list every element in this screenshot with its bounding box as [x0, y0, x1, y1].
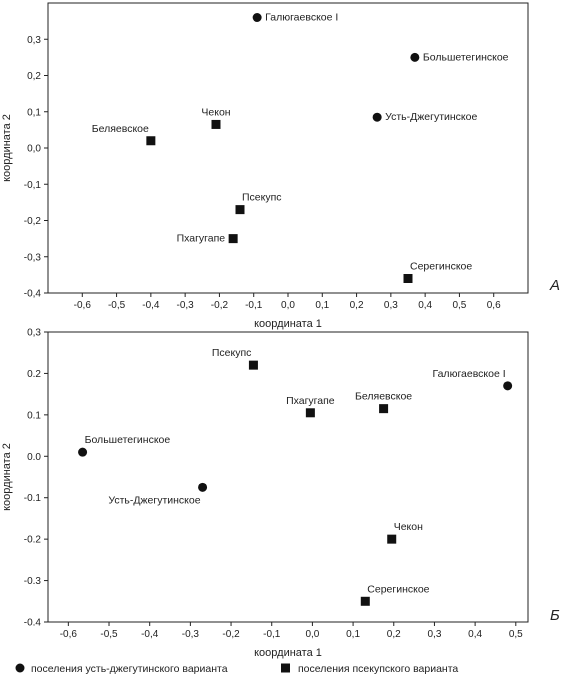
x-tick-label: 0,6 [487, 300, 501, 311]
data-point-circle [252, 13, 262, 22]
data-point-circle [78, 447, 88, 457]
y-tick-label: -0,4 [24, 289, 42, 300]
data-point-label: Большетегинское [423, 51, 509, 63]
x-tick-label: -0,1 [263, 629, 281, 640]
scatter-panel-b: -0,6 -0,5 -0,4 -0,3 -0,2 -0,1 0,0 0,1 0,2 0,3 0,4 0… [1, 328, 560, 660]
data-point-circle [372, 112, 382, 122]
data-point-label: Серегинское [367, 583, 429, 595]
data-point-square [360, 596, 370, 606]
legend-circle-marker [15, 663, 25, 673]
y-tick-label: -0.1 [24, 493, 42, 504]
x-tick-label: -0,3 [182, 629, 200, 640]
x-tick-label: 0,2 [350, 300, 364, 311]
x-tick-label: 0,2 [387, 629, 401, 640]
data-point-circle [503, 381, 513, 391]
y-tick-label: -0,2 [24, 216, 42, 227]
points-a: Галюгаевское I Большетегинское Усть-Джегут… [92, 12, 509, 283]
data-point-label: Серегинское [410, 261, 472, 273]
data-point-label: Чекон [394, 521, 423, 533]
x-tick-label: 0,4 [468, 629, 482, 640]
data-point-square [211, 119, 221, 129]
y-tick-label: 0.0 [27, 452, 41, 463]
data-point-square [403, 274, 413, 283]
x-tick-label: 0,1 [346, 629, 360, 640]
x-tick-label: -0,6 [74, 300, 92, 311]
scatter-panel-a: -0,6 -0,5 -0,4 -0,3 -0,2 -0,1 0,0 0,1 0,2 0,3 0,4 0… [1, 2, 560, 330]
y-tick-label: 0.1 [27, 410, 41, 421]
points-b: Псекупс Галюгаевское I Пхагугапе Беляевское… [78, 347, 513, 606]
ticks-a: -0,6 -0,5 -0,4 -0,3 -0,2 -0,1 0,0 0,1 0,2 0,3 0,4 0… [24, 35, 501, 311]
data-point-label: Галюгаевское I [265, 12, 338, 24]
data-point-square [228, 234, 238, 244]
x-axis-label-b: координата 1 [254, 647, 322, 659]
x-tick-label: -0,2 [211, 300, 229, 311]
x-tick-label: -0,6 [60, 629, 78, 640]
y-tick-label: 0,1 [27, 107, 41, 118]
y-tick-label: 0,3 [27, 35, 41, 46]
x-tick-label: 0,4 [418, 300, 432, 311]
y-axis-label-b: координата 2 [1, 443, 13, 511]
data-point-label: Пхагугапе [286, 395, 335, 407]
data-point-label: Беляевское [92, 123, 149, 135]
data-point-label: Псекупс [242, 192, 282, 204]
plot-frame-b [47, 331, 529, 623]
data-point-label: Галюгаевское I [433, 368, 506, 380]
legend-square-label: поселения псекупского варианта [298, 663, 458, 675]
panel-label-a: А [549, 277, 560, 294]
data-point-square [248, 360, 258, 370]
data-point-label: Большетегинское [85, 434, 171, 446]
y-axis-label-a: координата 2 [1, 114, 13, 182]
y-tick-label: 0,3 [27, 328, 41, 339]
y-tick-label: 0,2 [27, 71, 41, 82]
x-tick-label: -0,4 [142, 300, 160, 311]
y-tick-label: -0,3 [24, 252, 42, 263]
x-tick-label: -0,1 [245, 300, 263, 311]
y-tick-label: 0,0 [27, 144, 41, 155]
data-point-circle [410, 52, 420, 62]
x-tick-label: -0,5 [108, 300, 126, 311]
x-tick-label: -0,4 [141, 629, 159, 640]
legend: поселения усть-джегутинского варианта по… [15, 663, 458, 675]
plot-frame-a [47, 2, 529, 294]
x-tick-label: -0,2 [222, 629, 240, 640]
x-tick-label: -0,5 [100, 629, 118, 640]
legend-circle-label: поселения усть-джегутинского варианта [31, 663, 228, 675]
y-tick-label: 0.2 [27, 369, 41, 380]
x-tick-label: 0,5 [452, 300, 466, 311]
y-tick-label: -0.3 [24, 576, 42, 587]
panel-label-b: Б [550, 607, 560, 624]
data-point-square [387, 534, 397, 544]
ticks-b: -0,6 -0,5 -0,4 -0,3 -0,2 -0,1 0,0 0,1 0,2 0,3 0,4 0… [24, 328, 523, 641]
x-tick-label: 0,1 [315, 300, 329, 311]
data-point-label: Псекупс [212, 347, 252, 359]
x-tick-label: 0,5 [509, 629, 523, 640]
y-tick-label: -0.4 [24, 618, 42, 629]
legend-square-marker [281, 663, 290, 673]
data-point-circle [198, 482, 208, 492]
data-point-square [235, 205, 245, 215]
data-point-label: Усть-Джегутинское [385, 111, 477, 123]
y-tick-label: -0,1 [24, 180, 42, 191]
y-tick-label: -0.2 [24, 535, 42, 546]
data-point-label: Чекон [201, 106, 230, 118]
x-axis-label-a: координата 1 [254, 318, 322, 330]
x-tick-label: -0,3 [177, 300, 195, 311]
data-point-label: Беляевское [355, 391, 412, 403]
x-tick-label: 0,3 [384, 300, 398, 311]
x-tick-label: 0,0 [281, 300, 295, 311]
data-point-square [305, 408, 315, 418]
data-point-square [146, 136, 156, 146]
data-point-square [379, 404, 389, 414]
x-tick-label: 0,0 [305, 629, 319, 640]
x-tick-label: 0,3 [427, 629, 441, 640]
data-point-label: Усть-Джегутинское [108, 494, 200, 506]
data-point-label: Пхагугапе [177, 233, 226, 245]
